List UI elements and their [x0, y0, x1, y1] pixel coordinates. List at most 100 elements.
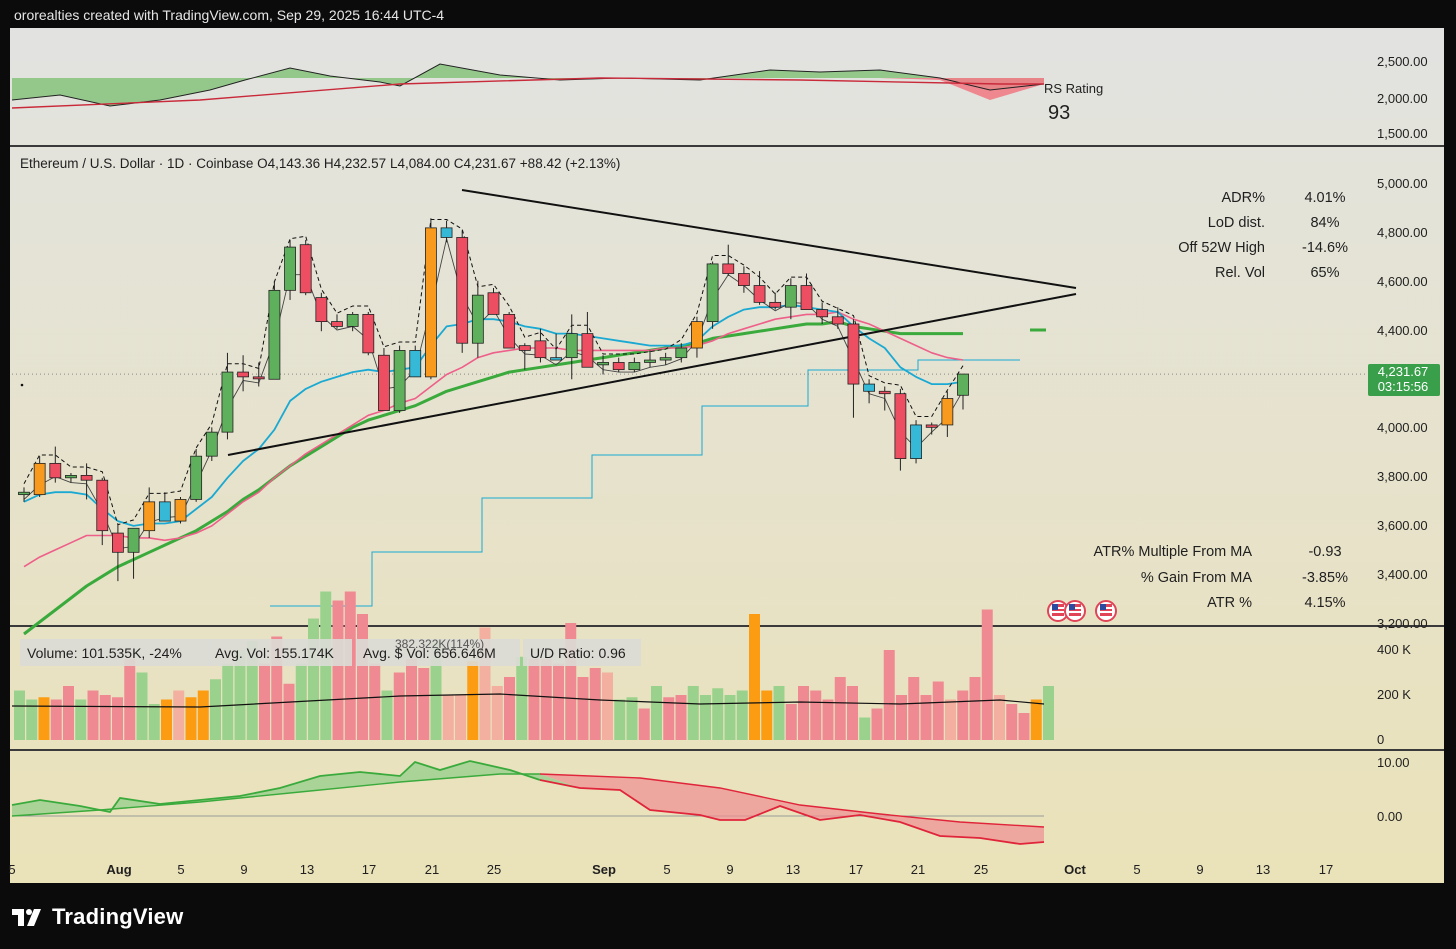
candle-body — [80, 475, 93, 481]
candle-body — [221, 371, 234, 433]
candle — [158, 492, 171, 522]
volume-bar — [822, 699, 834, 740]
volume-bar — [87, 690, 99, 740]
candle — [941, 391, 954, 437]
candle — [143, 487, 156, 538]
volume-bar — [528, 659, 540, 740]
volume-bar — [834, 677, 846, 740]
x-tick-label: 5 — [663, 862, 670, 877]
stat-value: 65% — [1310, 265, 1339, 281]
candle — [847, 319, 860, 418]
tradingview-logo-icon — [12, 909, 41, 926]
candle-body — [18, 491, 30, 496]
rs-rating-title: RS Rating — [1044, 81, 1103, 96]
candle — [440, 220, 453, 243]
candle-body — [409, 350, 422, 378]
volume-bar — [357, 614, 368, 740]
candle — [800, 273, 813, 310]
volume-bar — [516, 656, 528, 740]
candle-body — [675, 347, 688, 359]
candle — [252, 362, 265, 387]
candle-body — [362, 313, 375, 354]
candle-body — [487, 292, 500, 315]
candle — [205, 427, 218, 461]
candle — [957, 373, 969, 410]
candle-body — [878, 390, 891, 395]
volume-bar — [638, 708, 650, 740]
us-flag-icon — [1095, 600, 1117, 622]
volume-bar — [124, 659, 136, 740]
volume-bar — [920, 695, 932, 740]
candle-body — [424, 227, 437, 378]
x-tick-label: 5 — [177, 862, 184, 877]
volume-bar — [700, 695, 711, 740]
candle — [675, 343, 688, 363]
candle — [518, 343, 531, 370]
candle — [863, 379, 875, 404]
volume-bar — [332, 600, 344, 740]
tradingview-logo[interactable]: TradingView — [12, 902, 183, 932]
candle — [565, 314, 578, 380]
y-tick-label: 4,600.00 — [1377, 274, 1428, 289]
candle — [597, 355, 609, 375]
marker-dot — [20, 383, 24, 387]
candle — [581, 311, 594, 368]
x-tick-label: 25 — [487, 862, 501, 877]
x-tick-label: 25 — [974, 862, 988, 877]
candle-body — [597, 362, 609, 366]
candle — [18, 487, 30, 502]
stat-value: -3.85% — [1302, 570, 1348, 586]
y-tick-label: 3,600.00 — [1377, 518, 1428, 533]
x-tick-label: 13 — [300, 862, 314, 877]
x-tick-label: 21 — [911, 862, 925, 877]
candle — [784, 278, 797, 320]
candle — [33, 456, 46, 498]
x-tick-label: Aug — [106, 862, 131, 877]
candle-body — [863, 383, 875, 392]
volume-bar — [994, 695, 1005, 740]
volume-bar — [663, 697, 675, 740]
volume-bar — [712, 688, 724, 740]
candle-body — [706, 263, 719, 322]
x-tick-label: 5 — [1133, 862, 1140, 877]
y-tick-label: 4,000.00 — [1377, 420, 1428, 435]
price-tag — [1368, 364, 1440, 396]
candle-body — [644, 359, 656, 363]
volume-bar — [969, 677, 981, 740]
volume-legend-box — [356, 639, 520, 666]
volume-bar — [724, 695, 736, 740]
candle-body — [769, 301, 782, 308]
volume-bar — [148, 704, 160, 740]
candle — [424, 218, 437, 380]
candle-body — [456, 237, 469, 344]
candle-body — [237, 371, 250, 378]
volume-bar — [932, 681, 944, 740]
volume-bar — [589, 668, 601, 740]
stat-value: 84% — [1310, 215, 1339, 231]
candle-body — [816, 309, 829, 318]
candle — [456, 230, 469, 353]
osc-signal-red — [539, 773, 1045, 828]
volume-bar — [406, 659, 417, 740]
volume-bar — [896, 695, 907, 740]
candle — [738, 266, 750, 293]
candle — [362, 311, 375, 356]
candle-body — [957, 373, 969, 396]
y-tick-label: 10.00 — [1377, 755, 1410, 770]
y-tick-label: 1,500.00 — [1377, 126, 1428, 141]
candle — [268, 280, 281, 380]
y-tick-label: 2,000.00 — [1377, 91, 1428, 106]
stat-label: Rel. Vol — [1215, 265, 1265, 281]
y-tick-label: 3,400.00 — [1377, 567, 1428, 582]
x-tick-label: 5 — [8, 862, 15, 877]
candle-body — [941, 398, 954, 426]
stat-label: LoD dist. — [1208, 215, 1265, 231]
x-tick-label: 13 — [786, 862, 800, 877]
candle — [315, 292, 328, 332]
volume-bar — [736, 690, 748, 740]
candle-body — [565, 333, 578, 359]
volume-bar — [63, 686, 74, 740]
candle — [769, 292, 782, 310]
volume-bar — [50, 699, 62, 740]
